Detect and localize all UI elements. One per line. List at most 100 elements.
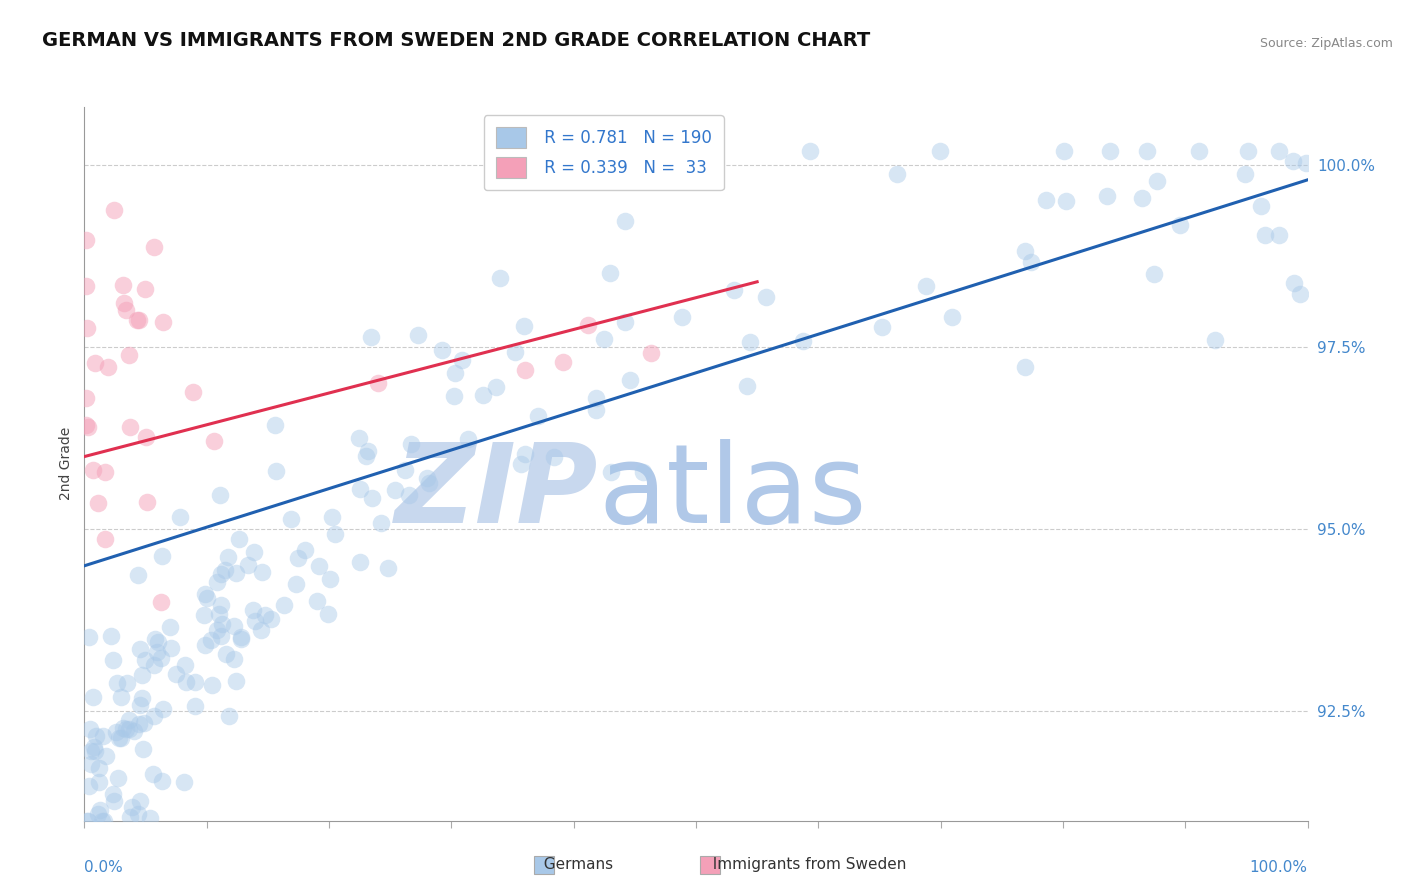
Point <box>143 632 166 646</box>
Point <box>1204 333 1226 347</box>
Point <box>1268 227 1291 242</box>
Point <box>354 449 377 463</box>
Point <box>416 471 439 485</box>
Text: atlas: atlas <box>598 439 866 546</box>
Point <box>174 657 197 672</box>
Point <box>735 379 758 393</box>
Point <box>1095 189 1118 203</box>
Point <box>360 330 382 344</box>
Point <box>76 814 98 828</box>
Point <box>207 624 229 638</box>
Point <box>80 756 103 771</box>
Point <box>121 799 143 814</box>
Point <box>75 418 97 433</box>
Point <box>128 717 150 731</box>
Point <box>551 355 574 369</box>
Point <box>93 814 115 828</box>
Point <box>585 392 607 406</box>
Point <box>399 437 422 451</box>
Point <box>194 587 217 601</box>
Point <box>125 312 148 326</box>
Point <box>107 771 129 785</box>
Point <box>723 283 745 297</box>
Point <box>195 591 218 606</box>
Point <box>799 144 821 158</box>
Point <box>100 629 122 643</box>
Point <box>1019 255 1042 269</box>
Point <box>86 496 108 510</box>
Point <box>129 794 152 808</box>
Point <box>169 510 191 524</box>
Point <box>307 594 329 608</box>
Point <box>79 780 101 794</box>
Point <box>132 741 155 756</box>
Point <box>75 391 97 405</box>
Point <box>105 676 128 690</box>
Point <box>443 389 465 403</box>
Point <box>91 814 114 828</box>
Point <box>513 447 536 461</box>
Point <box>91 729 114 743</box>
Point <box>1014 360 1036 375</box>
Point <box>1250 199 1272 213</box>
Point <box>228 533 250 547</box>
Point <box>79 722 101 736</box>
Point <box>142 658 165 673</box>
Point <box>174 674 197 689</box>
Point <box>120 419 142 434</box>
Point <box>160 641 183 656</box>
Point <box>104 725 127 739</box>
Point <box>472 388 495 402</box>
Legend:  R = 0.781   N = 190,  R = 0.339   N =  33: R = 0.781 N = 190, R = 0.339 N = 33 <box>484 115 724 190</box>
Point <box>1284 276 1306 290</box>
Point <box>76 419 98 434</box>
Point <box>484 380 506 394</box>
Point <box>87 761 110 775</box>
Point <box>82 690 104 705</box>
Point <box>75 278 97 293</box>
Point <box>127 806 149 821</box>
Point <box>75 233 97 247</box>
Point <box>209 488 232 502</box>
Point <box>489 270 512 285</box>
Point <box>205 574 228 589</box>
Point <box>1146 174 1168 188</box>
Point <box>1268 144 1291 158</box>
Point <box>1054 194 1077 209</box>
Point <box>600 465 623 479</box>
Point <box>111 721 134 735</box>
Point <box>87 775 110 789</box>
Point <box>128 642 150 657</box>
Point <box>118 713 141 727</box>
Point <box>1035 193 1057 207</box>
Point <box>152 702 174 716</box>
Point <box>398 488 420 502</box>
Point <box>225 566 247 581</box>
Point <box>184 699 207 714</box>
Point <box>110 690 132 704</box>
Point <box>118 722 141 736</box>
Point <box>115 676 138 690</box>
Point <box>214 563 236 577</box>
Point <box>173 775 195 789</box>
Point <box>406 328 429 343</box>
Point <box>457 433 479 447</box>
Point <box>593 332 616 346</box>
Point <box>215 647 238 661</box>
Point <box>110 731 132 746</box>
Point <box>349 431 371 445</box>
Point <box>619 373 641 387</box>
Point <box>1132 191 1154 205</box>
Point <box>287 551 309 566</box>
Point <box>209 567 232 582</box>
Point <box>755 290 778 304</box>
Point <box>118 348 141 362</box>
Point <box>107 731 129 745</box>
Point <box>513 318 536 333</box>
Text: Immigrants from Sweden: Immigrants from Sweden <box>703 857 907 872</box>
Point <box>576 318 599 333</box>
Point <box>740 334 762 349</box>
Point <box>101 787 124 801</box>
Point <box>242 603 264 617</box>
Point <box>225 673 247 688</box>
